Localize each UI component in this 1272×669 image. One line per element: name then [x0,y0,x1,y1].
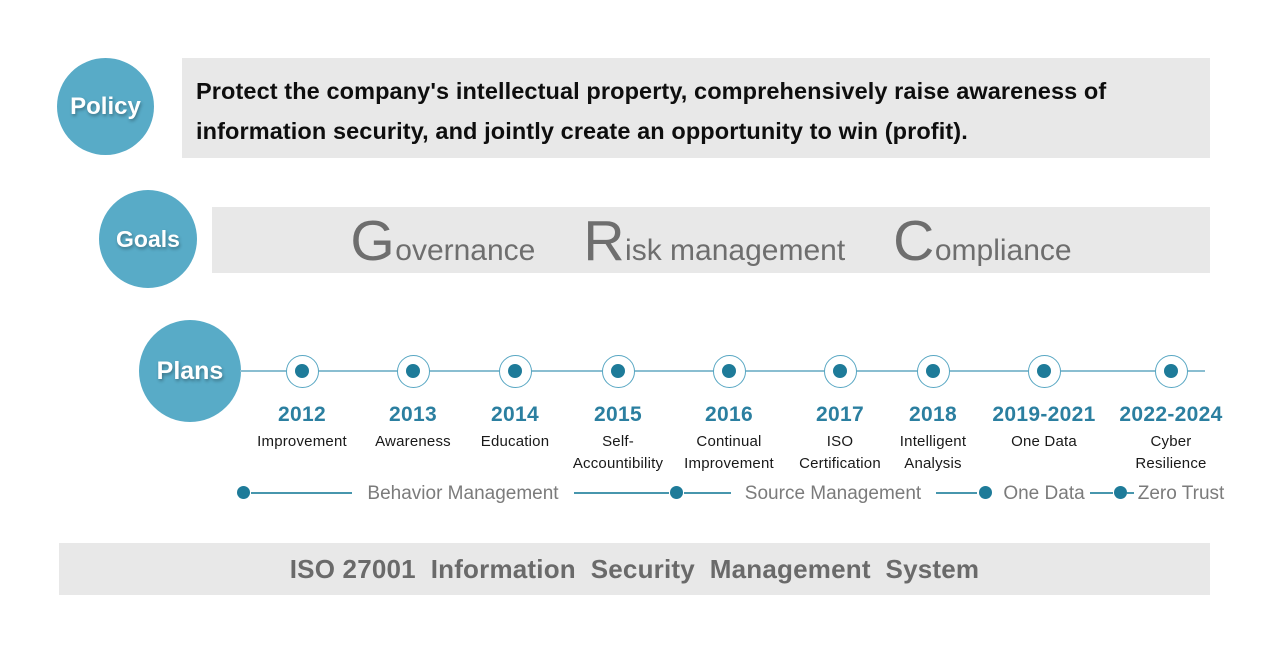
timeline-marker [396,354,430,388]
goal-initial: C [893,208,935,273]
phase-dot [669,486,683,499]
goal-rest: ompliance [934,233,1072,267]
policy-statement-bar: Protect the company's intellectual prope… [182,58,1210,158]
policy-statement-text: Protect the company's intellectual prope… [182,58,1210,151]
milestone-label-line: Improvement [257,433,347,450]
policy-badge: Policy [57,58,154,155]
policy-statement-line1: Protect the company's intellectual prope… [196,78,1107,104]
timeline-marker [1154,354,1188,388]
milestone-label-line: Certification [799,455,881,472]
timeline-marker-dot [1164,364,1178,378]
milestone-label-line: Self- [602,433,634,450]
goal-item-compliance: Compliance [893,212,1072,270]
milestone-year: 2016 [705,403,753,426]
phase-connector-line [684,492,731,494]
timeline-marker [823,354,857,388]
goal-rest: isk management [625,233,846,267]
milestone-label: Education [453,431,577,453]
timeline-marker [712,354,746,388]
policy-badge-label: Policy [70,92,141,120]
phase-dot [978,486,992,499]
phase-label: Behavior Management [367,483,559,504]
milestone-label-line: One Data [1011,433,1077,450]
timeline-marker-dot [1037,364,1051,378]
milestone-label: Cyber Resilience [1109,431,1233,475]
phase-dot [1113,486,1127,499]
milestone-label-line: Continual [696,433,762,450]
milestone-label-line: Education [480,433,550,450]
timeline-marker-dot [406,364,420,378]
milestone-label: Awareness [351,431,475,453]
footer-bar: ISO 27001 Information Security Managemen… [59,543,1210,595]
milestone-year: 2018 [909,403,957,426]
goals-badge-label: Goals [116,225,180,252]
milestone-label-line: Intelligent [899,433,967,450]
milestone-label: Continual Improvement [667,431,791,475]
milestone-year: 2013 [389,403,437,426]
timeline-marker-dot [508,364,522,378]
timeline-marker [601,354,635,388]
milestone-label-line: Awareness [375,433,451,450]
phase-dot [236,486,250,499]
timeline-marker [498,354,532,388]
milestone-year: 2015 [594,403,642,426]
phase-connector-line [1090,492,1113,494]
phase-connector-line [1127,492,1134,494]
milestone-label: ISO Certification [778,431,902,475]
timeline-marker-dot [295,364,309,378]
timeline-marker-dot [926,364,940,378]
plans-badge-label: Plans [156,356,224,385]
milestone-label-line: Analysis [904,455,962,472]
milestone-label-line: Improvement [684,455,774,472]
milestone-year: 2014 [491,403,539,426]
timeline-marker-dot [722,364,736,378]
goals-bar: Governance Risk management Compliance [212,207,1210,273]
timeline-marker-dot [833,364,847,378]
plans-badge: Plans [139,320,241,422]
goal-initial: R [583,208,626,273]
goal-item-governance: Governance [350,212,536,270]
milestone-label-line: Resilience [1135,455,1207,472]
goals-badge: Goals [99,190,197,288]
milestone-label: Improvement [240,431,364,453]
footer-text: ISO 27001 Information Security Managemen… [289,553,980,584]
timeline-marker [916,354,950,388]
policy-statement-line2: information security, and jointly create… [196,118,968,144]
milestone-year: 2012 [278,403,326,426]
milestone-label: Self- Accountibility [556,431,680,475]
milestone-year: 2022-2024 [1119,403,1223,426]
phase-label: One Data [1003,483,1085,504]
milestone-label: One Data [982,431,1106,453]
phase-label: Source Management [744,483,922,504]
phase-connector-line [251,492,352,494]
milestone-year: 2017 [816,403,864,426]
milestone-year: 2019-2021 [992,403,1096,426]
milestone-label-line: Accountibility [572,455,664,472]
phase-connector-line [936,492,977,494]
goal-initial: G [350,208,396,273]
milestone-label-line: Cyber [1150,433,1192,450]
timeline-marker [1027,354,1061,388]
timeline-marker [285,354,319,388]
goal-item-risk-management: Risk management [583,212,846,270]
timeline-marker-dot [611,364,625,378]
milestone-label-line: ISO [826,433,854,450]
goal-rest: overnance [395,233,536,267]
phase-label: Zero Trust [1137,483,1225,504]
phase-connector-line [574,492,669,494]
milestone-label: Intelligent Analysis [871,431,995,475]
